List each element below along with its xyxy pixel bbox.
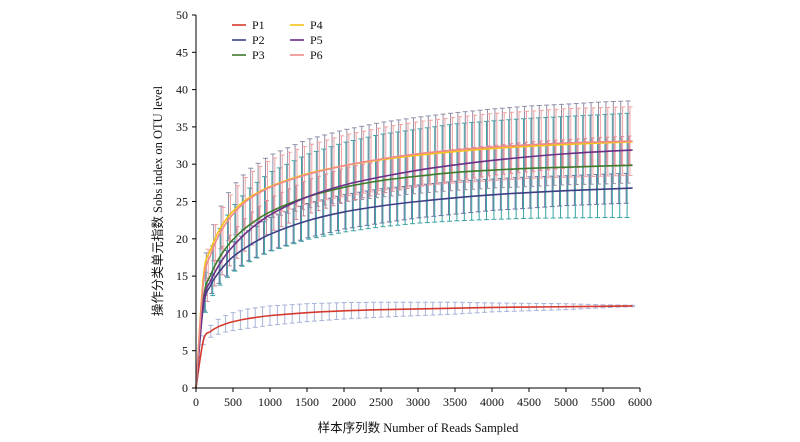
y-tick-label: 25: [176, 195, 188, 209]
y-tick-label: 20: [176, 232, 188, 246]
y-tick-label: 5: [182, 344, 188, 358]
x-tick-label: 5000: [554, 395, 578, 409]
legend-label-P6: P6: [310, 48, 323, 62]
x-tick-label: 2500: [369, 395, 393, 409]
legend-label-P5: P5: [310, 33, 323, 47]
x-tick-label: 3500: [443, 395, 467, 409]
series-line-P5: [195, 149, 633, 389]
x-tick-label: 6000: [628, 395, 652, 409]
y-tick-label: 30: [176, 157, 188, 171]
y-tick-label: 50: [176, 8, 188, 22]
legend-label-P1: P1: [252, 18, 265, 32]
series-line-P2: [195, 187, 633, 389]
x-tick-label: 2000: [332, 395, 356, 409]
x-tick-label: 1000: [258, 395, 282, 409]
x-axis-title: 样本序列数 Number of Reads Sampled: [318, 420, 519, 435]
x-tick-label: 4000: [480, 395, 504, 409]
x-tick-label: 3000: [406, 395, 430, 409]
y-axis-title: 操作分类单元指数 Sobs index on OTU level: [150, 85, 165, 316]
series-line-P3: [195, 164, 633, 389]
series-lines: [195, 140, 633, 389]
series-line-P1: [195, 305, 633, 389]
x-tick-label: 500: [224, 395, 242, 409]
y-tick-label: 15: [176, 269, 188, 283]
y-tick-label: 0: [182, 381, 188, 395]
y-tick-label: 40: [176, 83, 188, 97]
y-tick-label: 35: [176, 120, 188, 134]
x-tick-label: 5500: [591, 395, 615, 409]
tick-marks: 0 500 1000 1500 2000 2500 3000 3500 4000 4500 5000…: [176, 8, 652, 409]
y-tick-label: 10: [176, 306, 188, 320]
series-line-P6: [195, 140, 633, 389]
legend-label-P2: P2: [252, 33, 265, 47]
x-tick-label: 1500: [295, 395, 319, 409]
legend-label-P4: P4: [310, 18, 323, 32]
legend-label-P3: P3: [252, 48, 265, 62]
x-tick-label: 0: [193, 395, 199, 409]
y-tick-label: 45: [176, 45, 188, 59]
x-tick-label: 4500: [517, 395, 541, 409]
